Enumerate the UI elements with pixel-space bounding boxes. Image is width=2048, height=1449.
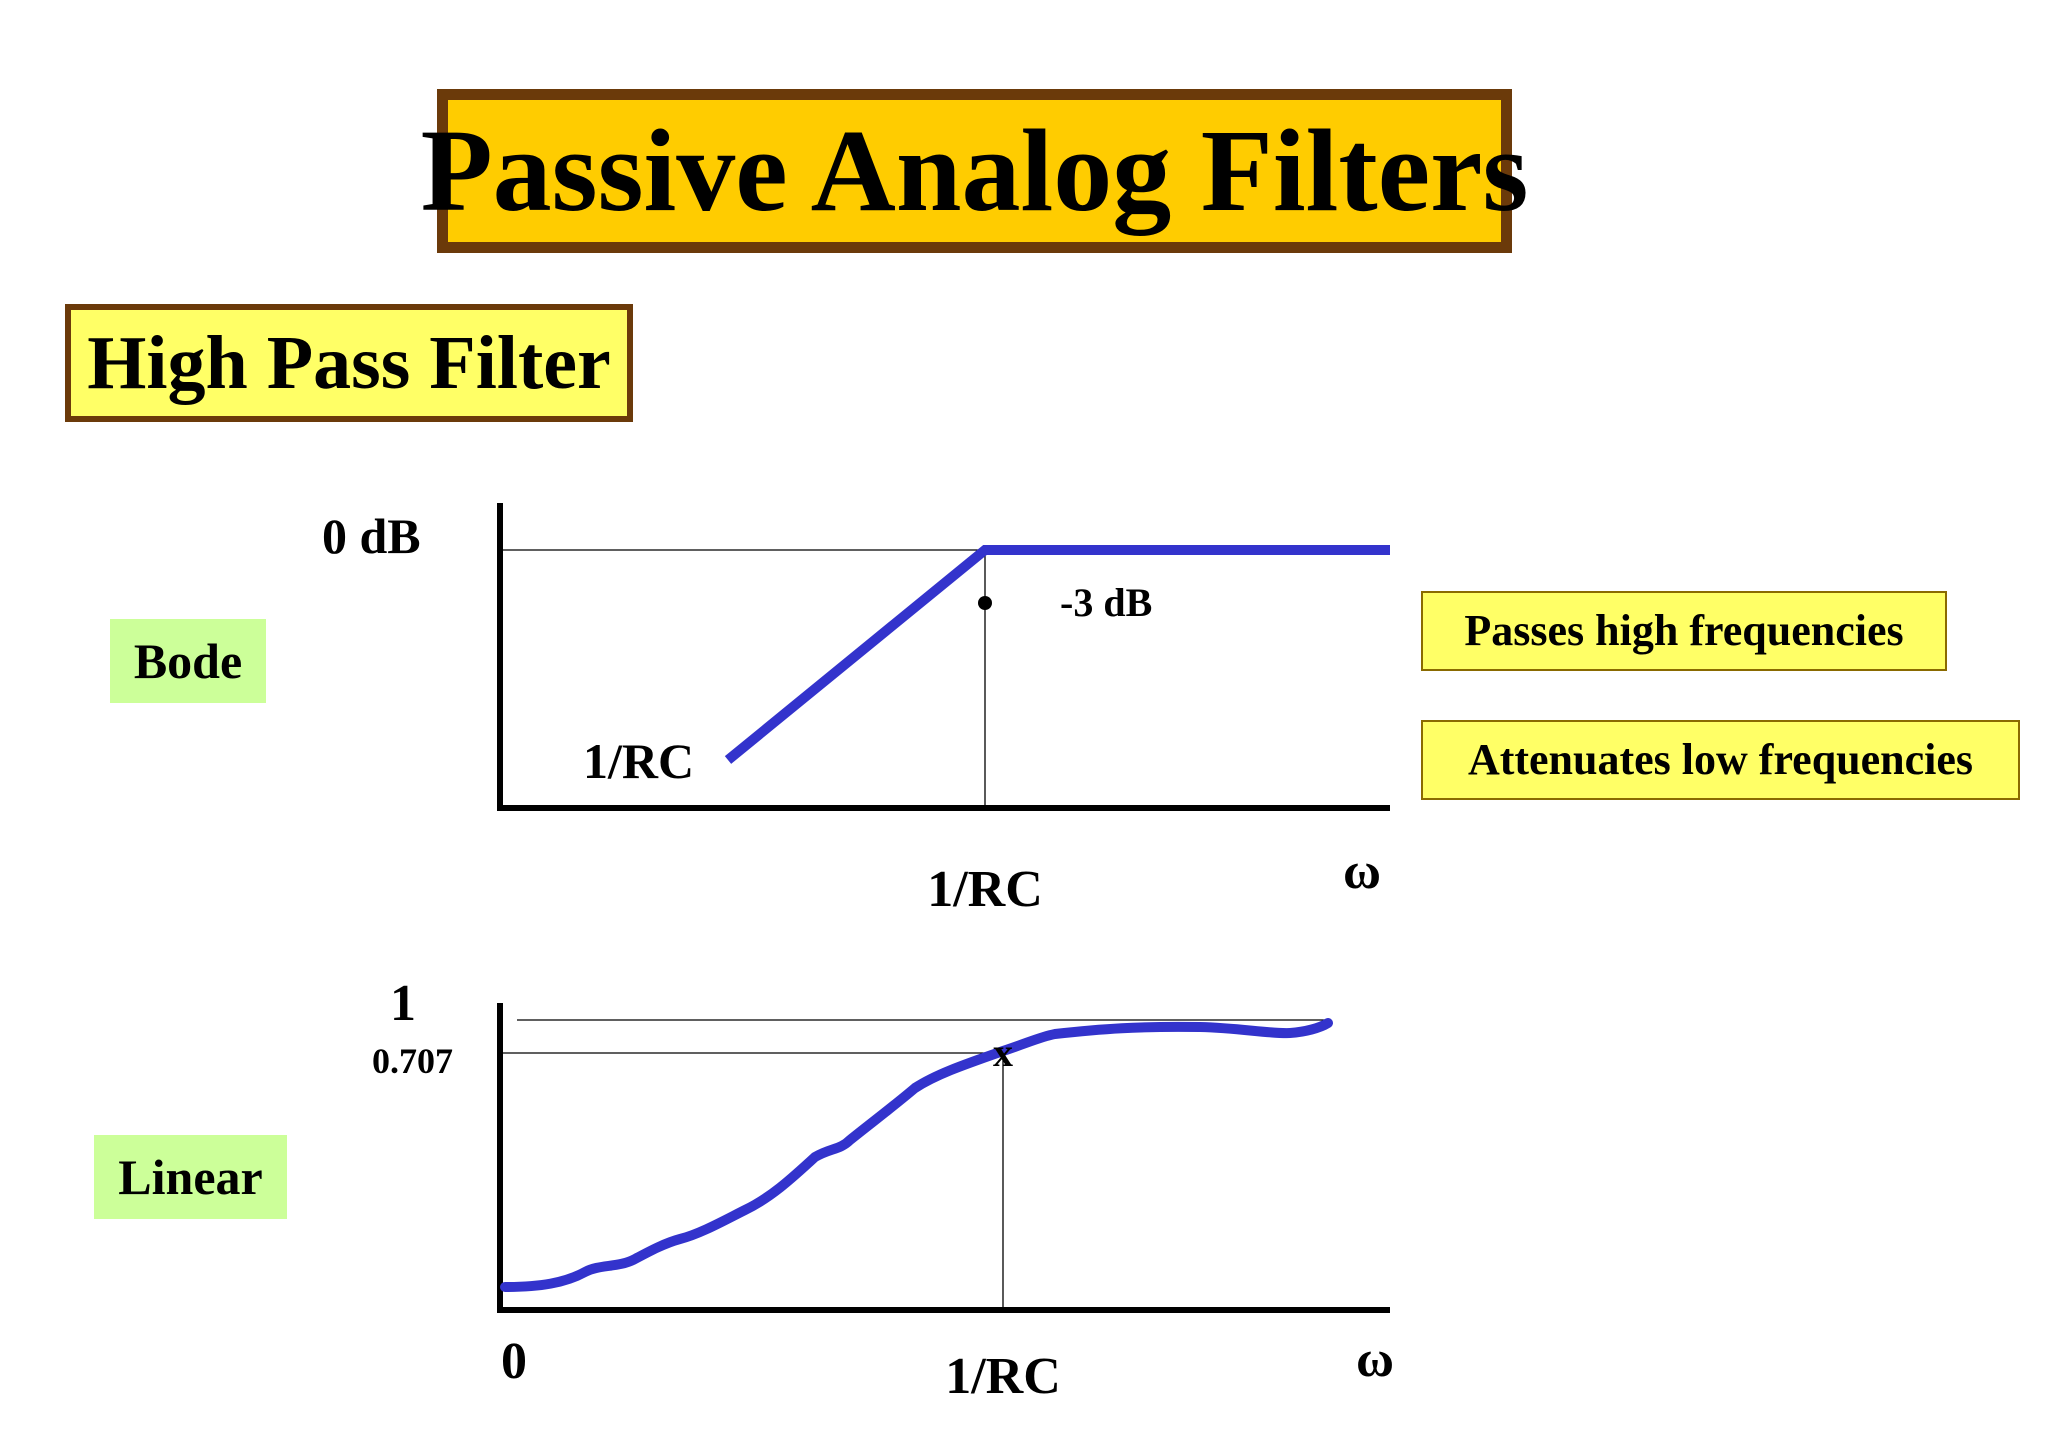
linear-cutoff-label: 1/RC — [945, 1348, 1061, 1405]
linear-plot: x 1 0.707 0 1/RC ω — [372, 975, 1394, 1405]
attenuates-note: Attenuates low frequencies — [1421, 720, 2020, 800]
bode-curve — [724, 545, 1390, 764]
linear-0707-label: 0.707 — [372, 1041, 453, 1081]
linear-one-label: 1 — [390, 975, 416, 1032]
linear-omega-label: ω — [1356, 1331, 1394, 1388]
linear-origin-label: 0 — [501, 1333, 527, 1390]
bode-minus-3db-label: -3 dB — [1060, 580, 1152, 625]
bode-cutoff-label: 1/RC — [927, 861, 1043, 918]
linear-tag: Linear — [94, 1135, 287, 1219]
linear-curve — [500, 1018, 1333, 1292]
section-title: High Pass Filter — [65, 304, 633, 422]
passes-note: Passes high frequencies — [1421, 591, 1947, 671]
bode-slope-label: 1/RC — [583, 733, 694, 789]
bode-tag: Bode — [110, 619, 266, 703]
page-title: Passive Analog Filters — [421, 89, 1528, 253]
cutoff-marker: x — [993, 1030, 1013, 1075]
bode-plot: 0 dB -3 dB 1/RC 1/RC ω — [322, 503, 1390, 918]
minus-3db-point — [978, 596, 992, 610]
bode-omega-label: ω — [1343, 843, 1381, 900]
bode-0db-label: 0 dB — [322, 508, 421, 564]
